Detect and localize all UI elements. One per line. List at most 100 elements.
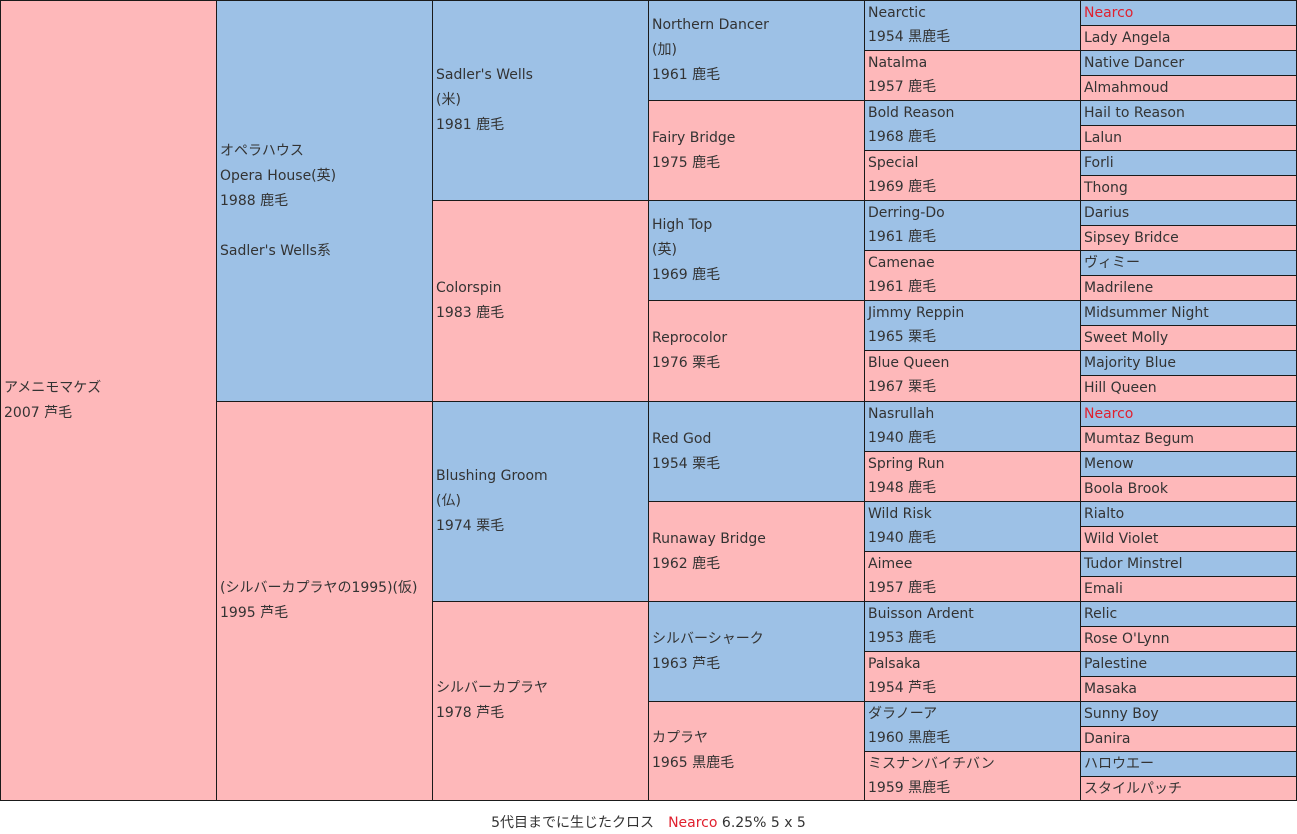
ancestor-name[interactable]: ミスナンバイチバン: [868, 756, 995, 772]
ancestor-name[interactable]: Hill Queen: [1084, 380, 1157, 396]
ancestor-name[interactable]: Madrilene: [1084, 280, 1154, 296]
ancestor-detail: 1954 芦毛: [868, 680, 937, 696]
ancestor-name[interactable]: Masaka: [1084, 681, 1137, 697]
ancestor-name[interactable]: Natalma: [868, 55, 928, 71]
ancestor-gen6-15: Majority Blue: [1080, 350, 1297, 376]
ancestor-name[interactable]: Nearco: [1084, 5, 1134, 21]
ancestor-gen4-7: シルバーシャーク 1963 芦毛: [648, 601, 865, 702]
ancestor-detail: 1957 鹿毛: [868, 580, 937, 596]
ancestor-detail: 1961 鹿毛: [868, 229, 937, 245]
ancestor-name[interactable]: シルバーカプラヤ: [436, 680, 548, 696]
ancestor-name[interactable]: Nearco: [1084, 406, 1134, 422]
ancestor-gen5-5: Derring-Do 1961 鹿毛: [864, 200, 1081, 251]
ancestor-name[interactable]: Boola Brook: [1084, 481, 1168, 497]
ancestor-name[interactable]: Aimee: [868, 556, 913, 572]
ancestor-gen6-2: Lady Angela: [1080, 25, 1297, 51]
ancestor-name[interactable]: Native Dancer: [1084, 55, 1185, 71]
ancestor-gen5-9: Nasrullah 1940 鹿毛: [864, 401, 1081, 452]
ancestor-name[interactable]: Sipsey Bridce: [1084, 230, 1179, 246]
ancestor-gen4-5: Red God 1954 栗毛: [648, 401, 865, 502]
ancestor-name[interactable]: Tudor Minstrel: [1084, 556, 1183, 572]
ancestor-detail: Opera House(英): [220, 167, 337, 184]
ancestor-gen6-7: Forli: [1080, 150, 1297, 176]
ancestor-gen6-19: Menow: [1080, 451, 1297, 477]
ancestor-name[interactable]: Reprocolor: [652, 330, 728, 346]
ancestor-name[interactable]: Sadler's Wells: [436, 67, 533, 83]
ancestor-detail: 1983 鹿毛: [436, 305, 505, 321]
ancestor-detail: (仏): [436, 493, 461, 509]
ancestor-gen6-23: Tudor Minstrel: [1080, 551, 1297, 577]
ancestor-name[interactable]: Mumtaz Begum: [1084, 431, 1195, 447]
ancestor-name[interactable]: Runaway Bridge: [652, 530, 766, 547]
ancestor-detail: 1965 栗毛: [868, 329, 937, 345]
ancestor-gen5-3: Bold Reason 1968 鹿毛: [864, 100, 1081, 151]
ancestor-gen3-4: シルバーカプラヤ 1978 芦毛: [432, 601, 649, 801]
ancestor-name[interactable]: Midsummer Night: [1084, 305, 1209, 321]
ancestor-name[interactable]: Palsaka: [868, 656, 921, 672]
cross-label: 5代目までに生じたクロス: [491, 815, 655, 831]
ancestor-name[interactable]: Northern Dancer: [652, 17, 769, 33]
ancestor-name[interactable]: Derring-Do: [868, 205, 945, 221]
ancestor-detail: 1975 鹿毛: [652, 154, 721, 171]
ancestor-name[interactable]: Danira: [1084, 731, 1131, 747]
ancestor-name[interactable]: (シルバーカプラヤの1995)(仮): [220, 580, 418, 596]
ancestor-name[interactable]: Spring Run: [868, 456, 945, 472]
ancestor-name[interactable]: シルバーシャーク: [652, 630, 764, 647]
ancestor-gen4-2: Fairy Bridge 1975 鹿毛: [648, 100, 865, 201]
ancestor-name[interactable]: Hail to Reason: [1084, 105, 1185, 121]
ancestor-name[interactable]: Almahmoud: [1084, 80, 1169, 96]
ancestor-name[interactable]: オペラハウス: [220, 142, 304, 159]
ancestor-name[interactable]: ダラノーア: [868, 706, 938, 722]
ancestor-name[interactable]: Sweet Molly: [1084, 330, 1169, 346]
ancestor-name[interactable]: Wild Violet: [1084, 531, 1159, 547]
ancestor-name[interactable]: カプラヤ: [652, 730, 708, 746]
ancestor-name[interactable]: Camenae: [868, 255, 935, 271]
ancestor-name[interactable]: Thong: [1084, 180, 1128, 196]
ancestor-detail: 1959 黒鹿毛: [868, 780, 951, 796]
ancestor-detail: 1978 芦毛: [436, 705, 505, 721]
ancestor-detail: 1961 鹿毛: [652, 67, 721, 83]
ancestor-name[interactable]: Rialto: [1084, 506, 1125, 522]
ancestor-name[interactable]: Sunny Boy: [1084, 706, 1159, 722]
ancestor-name[interactable]: Lady Angela: [1084, 30, 1171, 46]
ancestor-name[interactable]: Nasrullah: [868, 406, 935, 422]
ancestor-name[interactable]: Majority Blue: [1084, 355, 1176, 371]
ancestor-name[interactable]: Wild Risk: [868, 506, 932, 522]
ancestor-name[interactable]: Nearctic: [868, 5, 926, 21]
ancestor-name[interactable]: Darius: [1084, 205, 1130, 221]
ancestor-name[interactable]: Special: [868, 155, 919, 171]
ancestor-name[interactable]: Blushing Groom: [436, 468, 548, 484]
ancestor-detail: 1976 栗毛: [652, 355, 721, 371]
ancestor-name[interactable]: ハロウエー: [1084, 756, 1154, 772]
ancestor-gen6-10: Sipsey Bridce: [1080, 225, 1297, 251]
ancestor-gen6-9: Darius: [1080, 200, 1297, 226]
ancestor-name[interactable]: High Top: [652, 217, 713, 233]
cross-horse-name[interactable]: Nearco: [668, 815, 718, 831]
ancestor-name[interactable]: ヴィミー: [1084, 255, 1140, 271]
ancestor-name[interactable]: Forli: [1084, 155, 1114, 171]
ancestor-name[interactable]: Relic: [1084, 606, 1118, 622]
ancestor-name[interactable]: Colorspin: [436, 280, 502, 296]
ancestor-name[interactable]: スタイルパッチ: [1084, 780, 1182, 797]
ancestor-gen5-11: Wild Risk 1940 鹿毛: [864, 501, 1081, 552]
ancestor-gen2-2: (シルバーカプラヤの1995)(仮) 1995 芦毛: [216, 401, 433, 801]
ancestor-gen6-28: Masaka: [1080, 676, 1297, 702]
ancestor-name[interactable]: Palestine: [1084, 656, 1148, 672]
ancestor-name[interactable]: Menow: [1084, 456, 1134, 472]
ancestor-detail: (英): [652, 242, 677, 258]
ancestor-name[interactable]: Bold Reason: [868, 105, 955, 121]
ancestor-name[interactable]: アメニモマケズ: [4, 379, 102, 396]
ancestor-detail: 1974 栗毛: [436, 518, 505, 534]
ancestor-name[interactable]: Buisson Ardent: [868, 606, 974, 622]
ancestor-name[interactable]: Blue Queen: [868, 355, 950, 371]
ancestor-detail: 1995 芦毛: [220, 605, 289, 621]
ancestor-gen5-1: Nearctic 1954 黒鹿毛: [864, 0, 1081, 51]
ancestor-gen6-24: Emali: [1080, 576, 1297, 602]
ancestor-name[interactable]: Jimmy Reppin: [868, 305, 965, 321]
ancestor-name[interactable]: Emali: [1084, 581, 1123, 597]
ancestor-name[interactable]: Red God: [652, 430, 712, 447]
ancestor-detail: 1967 栗毛: [868, 379, 937, 395]
ancestor-name[interactable]: Fairy Bridge: [652, 129, 736, 146]
ancestor-name[interactable]: Lalun: [1084, 130, 1123, 146]
ancestor-name[interactable]: Rose O'Lynn: [1084, 631, 1170, 647]
